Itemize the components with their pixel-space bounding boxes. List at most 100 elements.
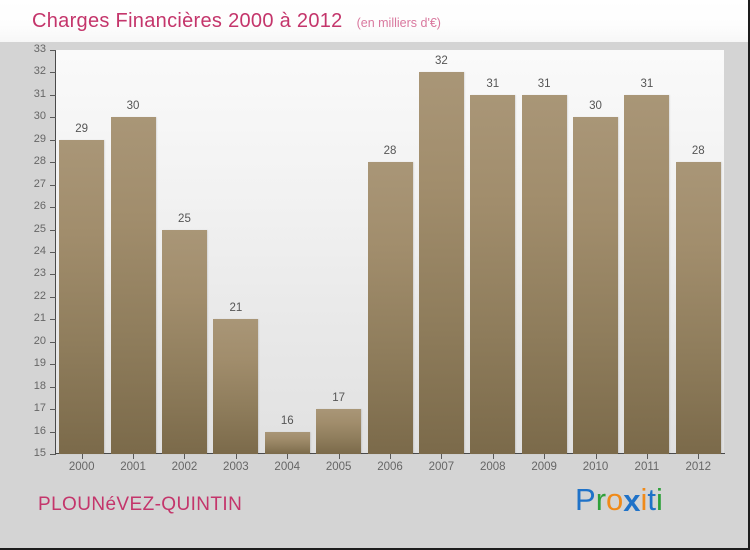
x-axis-tick-label: 2001	[120, 461, 146, 473]
bar	[418, 72, 464, 454]
bar	[264, 431, 310, 454]
y-axis-tick-label: 33	[33, 43, 46, 55]
x-axis-tick	[544, 454, 546, 459]
logo-letter: o	[606, 482, 624, 517]
y-axis-tick	[50, 252, 56, 253]
x-axis-tick-label: 2009	[531, 461, 557, 473]
y-axis-tick-label: 19	[33, 357, 46, 370]
bar-value-label: 16	[280, 414, 294, 427]
x-axis-tick-label: 2003	[223, 461, 249, 473]
y-axis-tick	[50, 296, 56, 298]
y-axis-tick-label: 27	[33, 177, 46, 190]
x-axis-tick-label: 2004	[274, 461, 301, 473]
y-axis-tick	[50, 72, 56, 74]
x-axis-tick-label: 2008	[479, 461, 506, 473]
y-axis-tick-label: 24	[33, 245, 46, 257]
bar	[110, 117, 156, 454]
y-axis-tick-label: 32	[33, 65, 46, 78]
x-axis-tick-label: 2012	[685, 461, 712, 473]
bar-value-label: 28	[383, 145, 397, 158]
y-axis-tick-label: 25	[33, 222, 46, 235]
y-axis-tick-label: 22	[33, 289, 46, 302]
y-axis-tick-label: 20	[33, 334, 46, 347]
bar	[213, 319, 259, 454]
y-axis-tick	[50, 386, 56, 388]
x-axis-tick	[595, 454, 597, 459]
x-axis-tick	[133, 454, 135, 459]
y-axis-tick	[50, 139, 56, 141]
bar-value-label: 30	[126, 100, 140, 113]
x-axis-tick	[184, 454, 186, 459]
logo-letter: x	[623, 483, 641, 518]
x-axis-tick	[646, 454, 648, 459]
bar-value-label: 25	[178, 212, 191, 225]
y-axis-tick-label: 16	[33, 424, 46, 437]
x-axis-tick-label: 2002	[171, 461, 198, 473]
location-label: PLOUNéVEZ-QUINTIN	[38, 494, 243, 515]
bar	[470, 94, 516, 454]
y-axis-tick-label: 15	[33, 447, 46, 459]
bar-value-label: 28	[691, 145, 705, 158]
bar-value-label: 31	[537, 77, 551, 90]
x-axis-tick	[441, 454, 443, 459]
y-axis-tick-label: 23	[33, 267, 46, 280]
y-axis-tick	[50, 50, 56, 51]
x-axis-tick-label: 2000	[68, 461, 95, 473]
bar	[624, 94, 670, 454]
x-axis-tick	[390, 454, 391, 459]
y-axis-tick-label: 21	[33, 312, 46, 325]
x-axis-tick-label: 2007	[428, 461, 455, 473]
y-axis-tick-label: 26	[33, 200, 46, 213]
y-axis-tick	[50, 319, 56, 321]
bar	[59, 139, 105, 454]
bar-value-label: 30	[589, 100, 602, 113]
x-axis-tick	[338, 454, 340, 459]
chart-header: Charges Financières 2000 à 2012 (en mill…	[0, 0, 748, 42]
proxiti-logo: Proxiti	[575, 482, 663, 518]
x-axis-tick	[235, 454, 237, 459]
bar-value-label: 21	[229, 302, 243, 315]
y-axis-tick-label: 18	[33, 379, 46, 392]
bar	[675, 162, 721, 454]
y-axis-tick	[50, 94, 56, 96]
y-axis-tick	[50, 117, 56, 119]
y-axis-tick	[50, 409, 56, 411]
bar-value-label: 17	[332, 392, 345, 405]
logo-letter: i	[656, 482, 663, 517]
bar-value-label: 32	[434, 55, 448, 68]
bar	[316, 409, 362, 454]
x-axis-tick-label: 2010	[582, 461, 609, 473]
bar-value-label: 29	[75, 122, 89, 135]
logo-letter: P	[575, 482, 596, 517]
x-axis-tick-label: 2005	[325, 461, 352, 473]
y-axis-tick-label: 31	[33, 87, 46, 100]
y-axis-tick	[50, 184, 56, 186]
x-axis-tick	[81, 454, 83, 459]
chart-footer: PLOUNéVEZ-QUINTIN Proxiti	[0, 472, 748, 548]
page-title: Charges Financières 2000 à 2012	[32, 9, 343, 32]
y-axis-tick	[50, 207, 56, 209]
y-axis-tick	[50, 454, 56, 455]
y-axis-tick-label: 29	[33, 132, 46, 145]
x-axis-tick-label: 2006	[377, 461, 403, 473]
y-axis-tick	[50, 364, 56, 366]
y-axis-tick-label: 17	[33, 402, 46, 415]
bar	[367, 162, 413, 454]
x-axis-tick-label: 2011	[634, 461, 660, 473]
bar-value-label: 31	[486, 77, 500, 90]
bar	[521, 94, 567, 454]
y-axis-tick	[50, 341, 56, 343]
y-axis-tick	[50, 229, 56, 231]
y-axis-tick	[50, 431, 56, 433]
y-axis-tick-label: 28	[33, 155, 46, 168]
x-axis-tick	[492, 454, 494, 459]
bar	[161, 229, 207, 454]
logo-letter: i	[640, 482, 648, 517]
bar-value-label: 31	[640, 77, 654, 90]
bar	[573, 117, 619, 454]
y-axis-tick-label: 30	[33, 110, 46, 123]
logo-letter: r	[595, 482, 607, 517]
x-axis-tick	[698, 454, 700, 459]
chart-plot-frame: 15 16 17 18 19 20 21 22 23 24 25 26 27 28 29 30 31 32 33 2…	[28, 42, 728, 473]
